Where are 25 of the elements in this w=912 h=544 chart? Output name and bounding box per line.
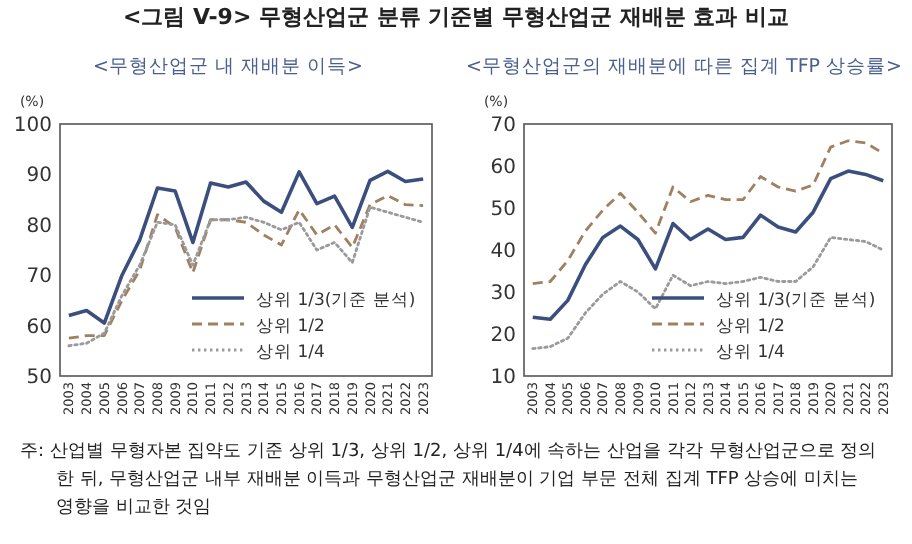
y-tick-label: 40 (490, 241, 516, 263)
legend-label: 상위 1/2 (256, 317, 325, 337)
y-tick-label: 80 (26, 215, 52, 238)
y-tick-label: 100 (13, 115, 52, 137)
y-tick-label: 10 (490, 367, 516, 389)
legend-label: 상위 1/4 (256, 343, 325, 363)
legend-label: 상위 1/3(기준 분석) (256, 291, 416, 311)
line-series (531, 139, 885, 285)
chart-title: <그림 V-9> 무형산업군 분류 기준별 무형산업군 재배분 효과 비교 (120, 2, 791, 32)
legend-label: 상위 1/4 (716, 343, 785, 363)
y-tick-label: 50 (26, 367, 52, 389)
y-tick-label: 60 (490, 157, 516, 179)
legend-label: 상위 1/3(기준 분석) (716, 291, 876, 311)
y-tick-label: 70 (490, 115, 516, 137)
line-series (530, 169, 886, 322)
y-tick-label: 30 (490, 283, 516, 305)
y-tick-label: 70 (26, 266, 52, 289)
text: 주: 산업별 무형자본 집약도 기준 상위 1/3, 상위 1/2, 상위 1/4에 속하는 산업을 각각 무형산업군으로 정의한 뒤, 무형산업군 내부 재배분 이득과 무형산업군 재배분이 기업 부문 전체 집계 TFP 상승에 미치는 영향을 비교한 것임 (20, 440, 879, 522)
chart-subtitle: <무형산업군 내 재배분 이득> (93, 56, 363, 78)
y-tick-label: 50 (490, 199, 516, 221)
legend-label: 상위 1/2 (716, 317, 785, 337)
y-tick-label: 20 (490, 325, 516, 347)
y-tick-label: 90 (26, 165, 52, 188)
y-tick-label: 60 (26, 316, 52, 339)
chart-subtitle: <무형산업군의 재배분에 따른 집계 TFP 상승률> (465, 56, 903, 78)
